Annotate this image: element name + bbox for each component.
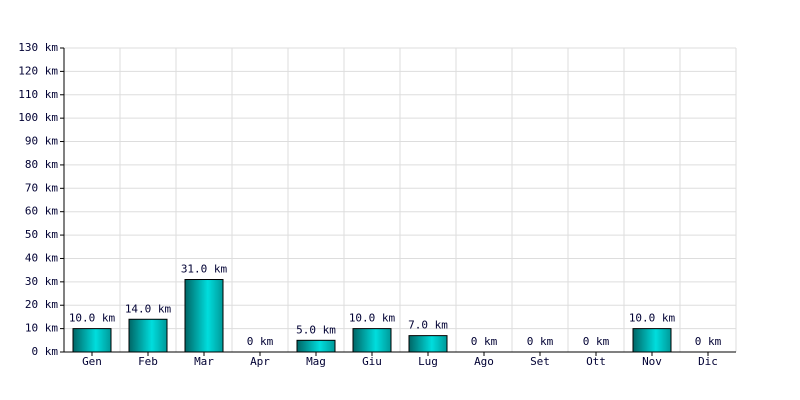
value-label: 10.0 km — [69, 312, 116, 325]
value-label: 5.0 km — [296, 323, 336, 336]
value-label: 0 km — [695, 335, 722, 348]
x-tick-label: Mar — [194, 355, 214, 368]
x-tick-label: Mag — [306, 355, 326, 368]
bar — [184, 279, 224, 353]
y-tick-label: 80 km — [25, 158, 58, 171]
y-tick-label: 110 km — [18, 88, 58, 101]
x-tick-label: Gen — [82, 355, 102, 368]
bar — [408, 335, 448, 353]
y-tick-label: 40 km — [25, 251, 58, 264]
y-tick-label: 130 km — [18, 41, 58, 54]
x-tick-label: Dic — [698, 355, 718, 368]
x-tick-label: Giu — [362, 355, 382, 368]
value-label: 0 km — [527, 335, 554, 348]
y-tick-label: 100 km — [18, 111, 58, 124]
value-label: 0 km — [583, 335, 610, 348]
y-tick-label: 0 km — [32, 345, 59, 358]
x-tick-label: Apr — [250, 355, 270, 368]
x-tick-label: Nov — [642, 355, 662, 368]
y-tick-label: 90 km — [25, 135, 58, 148]
y-tick-label: 120 km — [18, 64, 58, 77]
bar — [72, 328, 112, 353]
bar — [128, 318, 168, 353]
x-tick-label: Set — [530, 355, 550, 368]
y-tick-label: 10 km — [25, 322, 58, 335]
value-label: 10.0 km — [629, 312, 676, 325]
y-tick-label: 60 km — [25, 205, 58, 218]
x-tick-label: Ott — [586, 355, 606, 368]
bar — [352, 328, 392, 353]
y-tick-label: 70 km — [25, 181, 58, 194]
x-tick-label: Ago — [474, 355, 494, 368]
y-tick-label: 20 km — [25, 298, 58, 311]
value-label: 14.0 km — [125, 302, 172, 315]
value-label: 0 km — [471, 335, 498, 348]
value-label: 7.0 km — [408, 319, 448, 332]
y-tick-label: 50 km — [25, 228, 58, 241]
x-tick-label: Lug — [418, 355, 438, 368]
bar — [296, 339, 336, 353]
y-tick-label: 30 km — [25, 275, 58, 288]
x-tick-label: Feb — [138, 355, 158, 368]
value-label: 10.0 km — [349, 312, 396, 325]
bar — [632, 328, 672, 353]
value-label: 31.0 km — [181, 263, 228, 276]
value-label: 0 km — [247, 335, 274, 348]
